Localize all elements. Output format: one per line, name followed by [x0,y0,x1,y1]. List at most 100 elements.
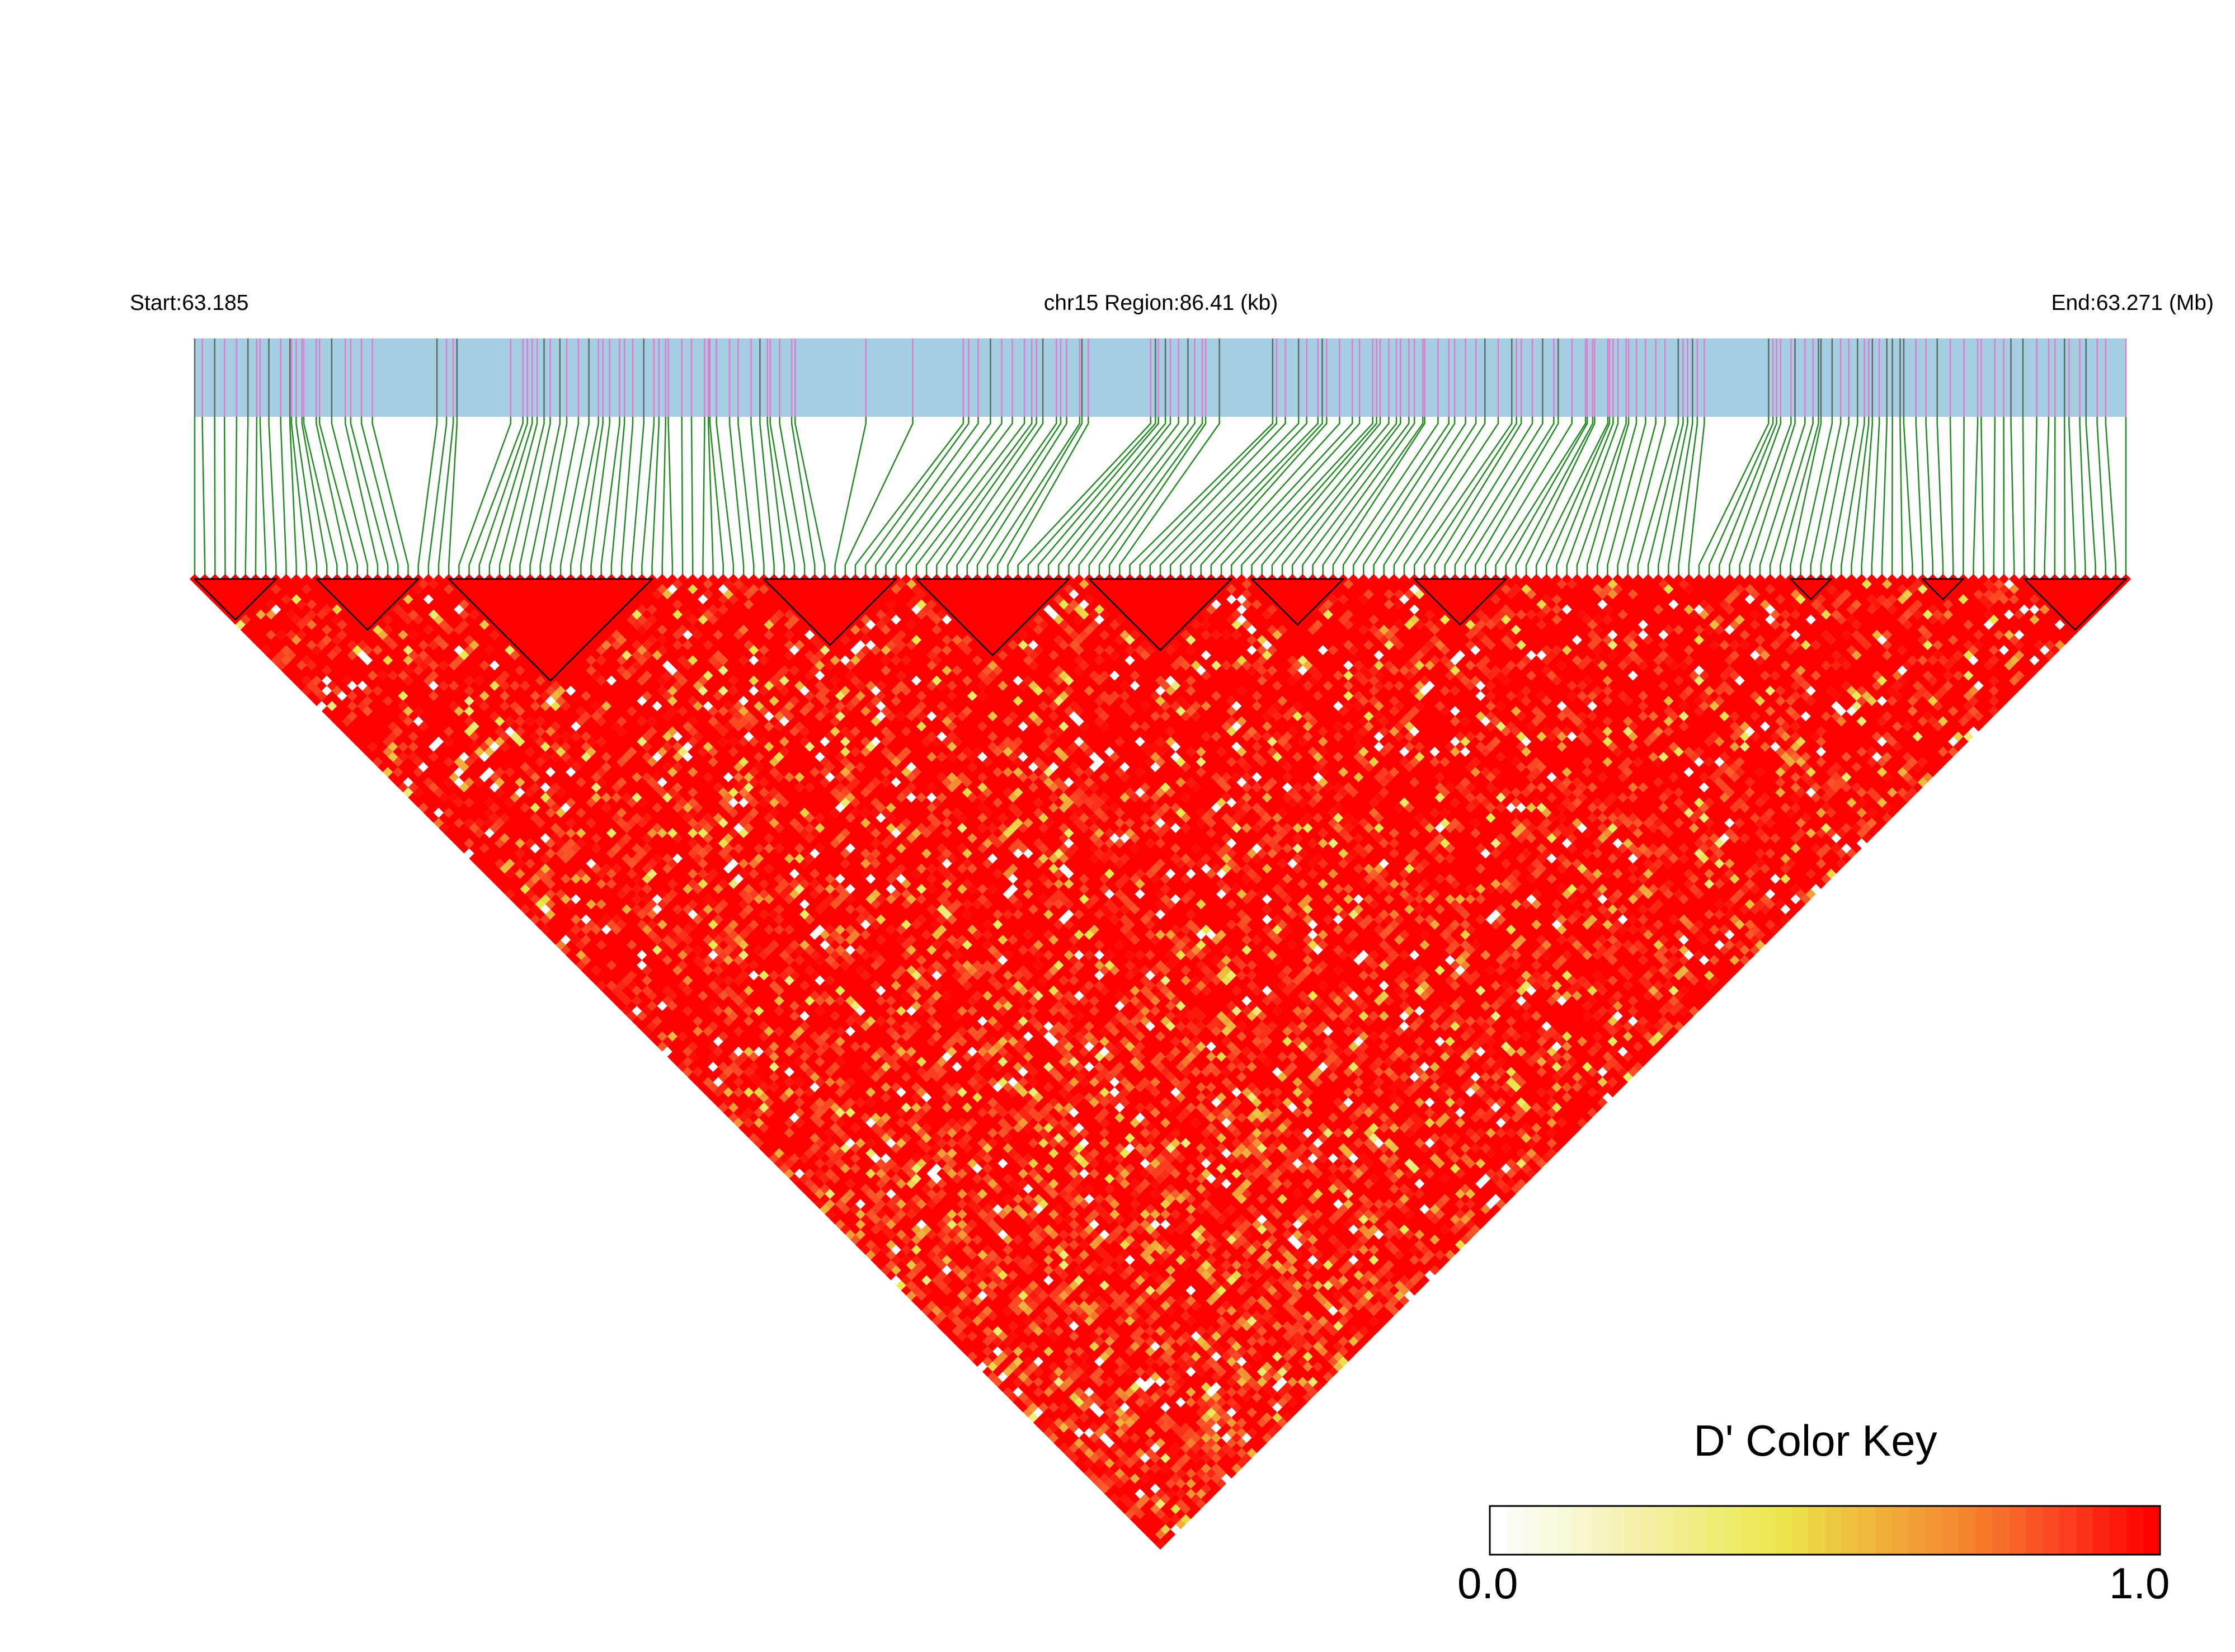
snp-connector-line [1851,417,1870,579]
color-key-title: D' Color Key [1693,1416,1937,1465]
ld-cell-group [291,579,2045,1524]
color-key-swatch [1556,1506,1574,1555]
snp-connector-line [1251,417,1377,579]
snp-connector-line [244,417,249,579]
snp-connector-line [316,417,348,579]
ld-cell-group [189,573,2132,1545]
snp-connector-line [779,417,806,579]
snp-connector-line [259,417,267,579]
snp-connector-line [600,417,620,579]
snp-connector-line [667,417,674,579]
color-key-swatch [2059,1506,2077,1555]
color-key-swatch [1841,1506,1859,1555]
snp-connector-line [1332,417,1425,579]
snp-connector-line [1881,417,1888,579]
snp-connector-line [1444,417,1533,579]
snp-connector-line [1139,417,1278,579]
color-key-swatch [2076,1506,2093,1555]
color-key-swatch [1975,1506,1993,1555]
snp-connector-line [1729,417,1782,579]
snp-connector-line [437,417,454,579]
snp-connector-line [1525,417,1596,579]
snp-connector-line [1596,417,1638,579]
snp-connector-line [905,417,1013,579]
color-key-swatch [1657,1506,1675,1555]
snp-connector-line [1698,417,1770,579]
snp-connector-line [539,417,568,579]
color-key-swatch [1825,1506,1842,1555]
snp-connector-line [651,417,660,579]
snp-connector-line [936,417,1037,579]
snp-connector-line [1383,417,1477,579]
snp-connector-line [620,417,634,579]
snp-connector-line [1546,417,1611,579]
snp-connector-line [1566,417,1619,579]
snp-connector-line [1899,417,1903,579]
snp-connector-line [1980,417,1984,579]
color-key-frame [1489,1505,2161,1556]
snp-connector-line [2022,417,2025,579]
snp-connector-line [2044,417,2050,579]
snp-connector-line [1434,417,1522,579]
color-key-swatch [1674,1506,1692,1555]
color-key-swatch [1506,1506,1524,1555]
snp-connector-line [2096,417,2106,579]
snp-connector-line [641,417,655,579]
snp-connector-line [1403,417,1499,579]
snp-connector-line [1769,417,1814,579]
snp-connector-line [590,417,610,579]
haplotype-blocks [192,578,2128,682]
snp-connector-line [1363,417,1456,579]
snp-connector-line [750,417,765,579]
snp-connector-line [223,417,226,579]
snp-connector-line [2010,417,2015,579]
haplotype-block-outline [1087,578,1234,651]
snp-connector-line [448,417,458,579]
snp-connector-line [966,417,1062,579]
snp-connector-line [1129,417,1274,579]
snp-connector-line [986,417,1081,579]
snp-connector-line [417,417,438,579]
color-key-swatch [2126,1506,2144,1555]
snp-connector-line [702,417,705,579]
snp-connector-line [707,417,714,579]
snp-connector-line [1535,417,1609,579]
snp-connector-line [1291,417,1401,579]
snp-connector-line [1871,417,1880,579]
snp-connector-line [1393,417,1486,579]
color-key-swatch [1540,1506,1558,1555]
snp-connector-line [580,417,604,579]
snp-connector-line [1302,417,1410,579]
snp-track-bar [195,338,2126,417]
color-key-swatch [2009,1506,2027,1555]
snp-connector-line [976,417,1067,579]
color-key-swatch [1891,1506,1909,1555]
color-key-swatch [2143,1506,2161,1555]
snp-connector-line [1949,417,1954,579]
snp-connector-line [301,417,328,579]
snp-connector-line [610,417,625,579]
ld-heatmap [189,573,2132,1550]
snp-connector-line [1200,417,1328,579]
haplotype-block-outline [1250,578,1345,626]
color-key-swatch [1959,1506,1977,1555]
snp-connector-line [1830,417,1858,579]
snp-connector-line [1098,417,1203,579]
snp-connector-line [1820,417,1850,579]
snp-connector-line [1647,417,1684,579]
snp-connector-line [1088,417,1196,579]
color-key [1489,1505,2161,1556]
snp-connector-line [331,417,369,579]
snp-connector-line [997,417,1083,579]
snp-connector-line [350,417,389,579]
end-label: End:63.271 (Mb) [2051,291,2214,315]
snp-connector-line [1190,417,1323,579]
snp-connector-line [1915,417,1923,579]
snp-connector-line [1007,417,1089,579]
snp-connector-line [1464,417,1555,579]
snp-connector-line [570,417,599,579]
snp-connector-line [1749,417,1796,579]
snp-connector-line [1169,417,1307,579]
snp-connector-line [1241,417,1373,579]
